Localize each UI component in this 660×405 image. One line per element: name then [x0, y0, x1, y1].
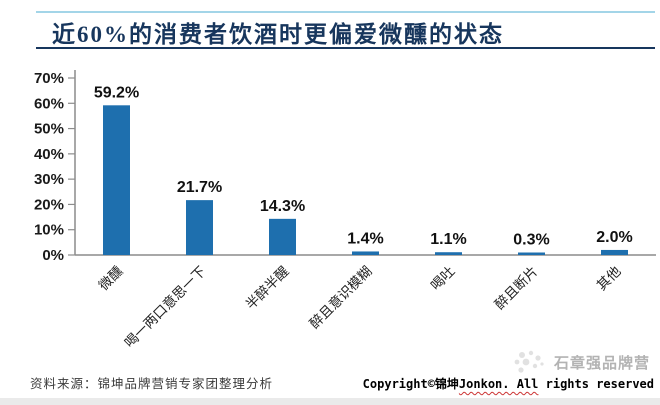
bar-value-label: 21.7% — [177, 179, 222, 196]
bar-chart: 0% 10% 20% 30% 40% 50% 60% 70% 59.2% 微醺 21.7% 喝一两口意… — [34, 70, 656, 351]
bar — [186, 200, 213, 255]
category-label: 喝吐 — [428, 264, 458, 294]
watermark-text: 石章强品牌营 — [553, 355, 650, 372]
bar-value-label: 0.3% — [513, 232, 549, 249]
y-tick-label: 10% — [34, 222, 64, 239]
category-label: 其他 — [594, 264, 624, 294]
source-note: 资料来源：锦坤品牌营销专家团整理分析 — [30, 377, 274, 391]
copyright-brand: Jonkon. All — [458, 377, 539, 391]
y-tick-label: 50% — [34, 121, 64, 138]
category-label: 半醉半醒 — [243, 263, 292, 312]
bar-value-label: 2.0% — [596, 229, 632, 246]
category-label: 醉且意识模糊 — [306, 263, 375, 332]
copyright-note: Copyright©锦坤Jonkon. All rights reserved — [363, 375, 654, 392]
bar-value-label: 59.2% — [94, 84, 139, 101]
bar-value-label: 14.3% — [260, 198, 305, 215]
y-tick-label: 0% — [42, 247, 64, 264]
bar — [352, 251, 379, 255]
bar-value-label: 1.4% — [347, 230, 383, 247]
title-top-rule — [36, 11, 655, 13]
y-tick-label: 40% — [34, 146, 64, 163]
y-tick-label: 70% — [34, 70, 64, 87]
title-bottom-rule — [36, 47, 655, 49]
category-label: 微醺 — [96, 263, 126, 293]
y-tick-label: 60% — [34, 95, 64, 112]
category-label: 醉且断片 — [492, 264, 541, 313]
y-tick-label: 30% — [34, 171, 64, 188]
copyright-suffix: rights reserved — [538, 377, 654, 391]
watermark-logo-icon — [514, 350, 544, 373]
bar-value-label: 1.1% — [430, 231, 466, 248]
bar — [601, 249, 628, 255]
bar — [103, 105, 130, 256]
bottom-strip — [0, 398, 660, 405]
category-label: 喝一两口意思一下 — [121, 263, 209, 351]
copyright-prefix: Copyright©锦坤 — [362, 377, 459, 391]
y-tick-label: 20% — [34, 196, 64, 213]
page-title: 近60%的消费者饮酒时更偏爱微醺的状态 — [52, 22, 504, 47]
bar — [518, 252, 545, 255]
watermark: 石章强品牌营 — [508, 349, 650, 375]
bar — [435, 252, 462, 255]
bar — [269, 218, 296, 255]
